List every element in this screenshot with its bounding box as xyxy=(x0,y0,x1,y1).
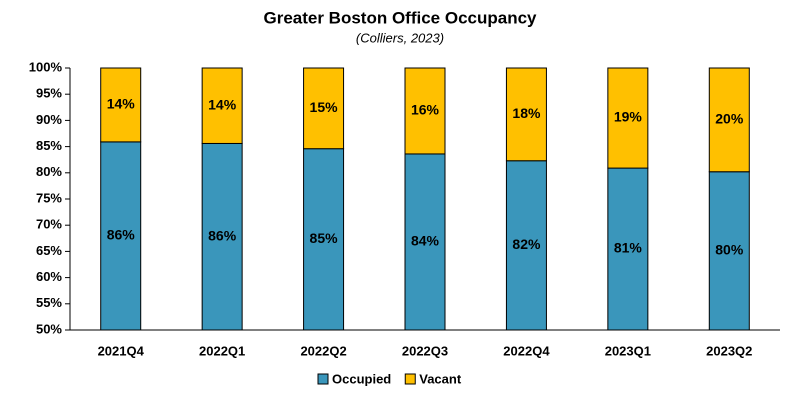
value-label: 19% xyxy=(614,109,643,125)
value-label: 84% xyxy=(411,233,440,249)
y-tick-label: 75% xyxy=(36,190,62,205)
value-label: 18% xyxy=(512,105,541,121)
y-tick-label: 80% xyxy=(36,164,62,179)
legend-swatch xyxy=(404,373,416,385)
x-tick-label: 2023Q1 xyxy=(605,343,651,358)
y-tick-label: 70% xyxy=(36,217,62,232)
value-label: 20% xyxy=(715,111,744,127)
x-tick-label: 2022Q1 xyxy=(199,343,245,358)
bar-segment xyxy=(201,142,243,331)
bar-segment xyxy=(404,67,446,155)
chart-subtitle: (Colliers, 2023) xyxy=(356,30,444,45)
x-tick-label: 2022Q2 xyxy=(300,343,346,358)
value-label: 16% xyxy=(411,102,440,118)
y-tick-label: 60% xyxy=(36,269,62,284)
bar-segment xyxy=(303,67,345,150)
bar-segment xyxy=(607,67,649,169)
bar-segment xyxy=(708,67,750,173)
value-label: 86% xyxy=(208,227,237,243)
y-tick-label: 50% xyxy=(36,321,62,336)
y-tick-label: 65% xyxy=(36,243,62,258)
bar-segment xyxy=(505,67,547,162)
value-label: 15% xyxy=(310,99,339,115)
bar-segment xyxy=(303,148,345,331)
x-tick-label: 2022Q3 xyxy=(402,343,448,358)
legend-label: Occupied xyxy=(332,371,391,386)
y-tick-label: 90% xyxy=(36,112,62,127)
x-tick-label: 2023Q2 xyxy=(706,343,752,358)
y-tick-label: 55% xyxy=(36,295,62,310)
value-label: 81% xyxy=(614,240,643,256)
chart-title: Greater Boston Office Occupancy xyxy=(263,8,537,27)
y-tick-label: 85% xyxy=(36,138,62,153)
value-label: 86% xyxy=(107,227,136,243)
bar-segment xyxy=(201,67,243,144)
value-label: 82% xyxy=(512,236,541,252)
legend-swatch xyxy=(317,373,329,385)
x-tick-label: 2022Q4 xyxy=(503,343,550,358)
y-tick-label: 95% xyxy=(36,86,62,101)
bar-segment xyxy=(404,153,446,331)
bar-segment xyxy=(100,141,142,331)
bar-segment xyxy=(505,160,547,331)
x-tick-label: 2021Q4 xyxy=(98,343,145,358)
y-tick-label: 100% xyxy=(29,59,63,74)
value-label: 14% xyxy=(107,96,136,112)
value-label: 85% xyxy=(310,230,339,246)
legend-label: Vacant xyxy=(419,371,462,386)
bar-segment xyxy=(708,171,750,331)
value-label: 80% xyxy=(715,242,744,258)
bar-segment xyxy=(100,67,142,143)
value-label: 14% xyxy=(208,96,237,112)
